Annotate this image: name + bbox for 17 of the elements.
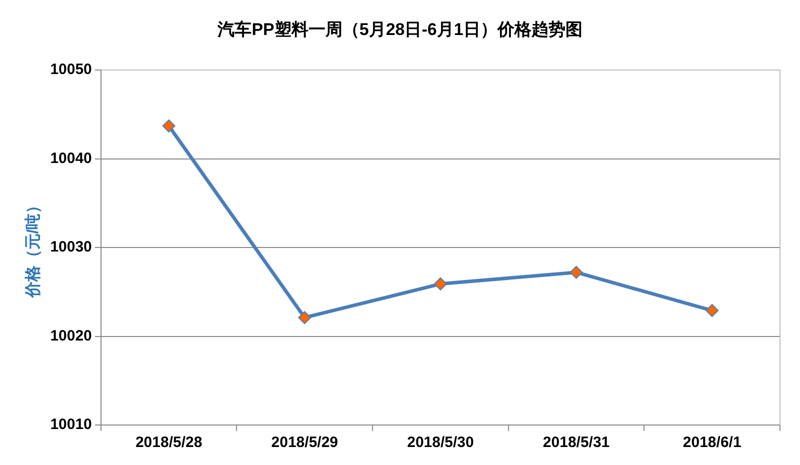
y-tick-label: 10040 <box>50 150 92 167</box>
point <box>298 311 312 324</box>
point <box>162 119 176 132</box>
y-tick-label: 10020 <box>50 327 92 344</box>
x-tick-label: 2018/6/1 <box>682 434 742 452</box>
point <box>706 304 719 318</box>
point <box>434 277 447 290</box>
y-tick-label: 10010 <box>50 416 92 434</box>
y-tick-label: 10030 <box>50 238 92 256</box>
chart-title: 汽车PP塑料一周（5月28日-6月1日）价格趋势图 <box>216 19 584 41</box>
x-tick-label: 2018/5/29 <box>271 434 338 452</box>
x-tick-label: 2018/5/31 <box>542 434 610 452</box>
y-tick-label: 10050 <box>50 61 92 78</box>
x-tick-label: 2018/5/30 <box>407 434 474 452</box>
point <box>570 266 583 279</box>
x-tick-label: 2018/5/28 <box>135 434 202 452</box>
y-axis-title: 价格（元/吨） <box>24 197 42 299</box>
